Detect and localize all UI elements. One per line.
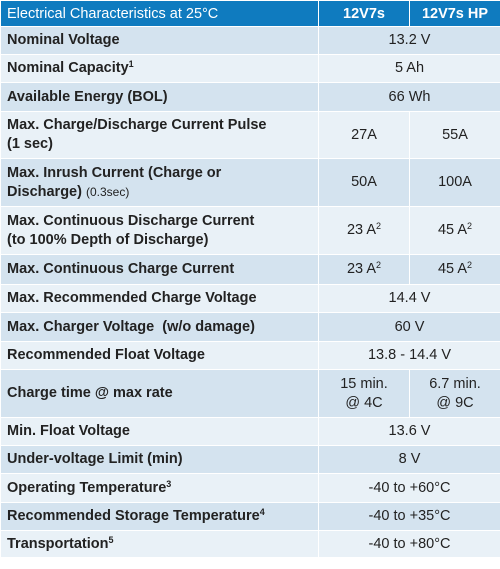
footnote-marker: 3 (166, 478, 172, 489)
footnote-marker: 4 (259, 507, 265, 517)
table-row: Max. Charger Voltage (w/o damage) 60 V (0, 312, 500, 342)
table-row: Recommended Float Voltage 13.8 - 14.4 V (0, 341, 500, 370)
row-value: 14.4 V (318, 284, 500, 313)
table-row: Max. Continuous Discharge Current (to 100… (0, 206, 500, 255)
row-value-12v7s: 50A (318, 158, 410, 207)
row-label: Operating Temperature3 (0, 473, 319, 503)
row-value: 8 V (318, 445, 500, 474)
row-label: Nominal Capacity1 (0, 54, 319, 83)
table-row: Transportation5 -40 to +80°C (0, 530, 500, 558)
row-label: Max. Charger Voltage (w/o damage) (0, 312, 319, 342)
row-value-12v7s: 23 A2 (318, 206, 410, 255)
row-value: 13.8 - 14.4 V (318, 341, 500, 370)
row-value: -40 to +80°C (318, 530, 500, 558)
row-label: Available Energy (BOL) (0, 82, 319, 112)
row-label: Max. Inrush Current (Charge or Discharge)… (0, 158, 319, 207)
row-value-12v7s: 15 min. @ 4C (318, 369, 410, 418)
row-value-12v7s-hp: 6.7 min. @ 9C (409, 369, 500, 418)
row-value-12v7s: 27A (318, 111, 410, 159)
table-row: Max. Continuous Charge Current 23 A2 45 … (0, 254, 500, 285)
footnote-marker: 5 (108, 534, 114, 545)
table-row: Nominal Capacity1 5 Ah (0, 54, 500, 83)
row-value-12v7s-hp: 55A (409, 111, 500, 159)
table-row: Operating Temperature3 -40 to +60°C (0, 473, 500, 503)
row-label: Max. Continuous Charge Current (0, 254, 319, 285)
column-header-12v7s: 12V7s (318, 0, 410, 27)
row-value: 5 Ah (318, 54, 500, 83)
table-header-row: Electrical Characteristics at 25°C 12V7s… (0, 0, 500, 27)
row-label: Max. Continuous Discharge Current (to 100… (0, 206, 319, 255)
row-label: Min. Float Voltage (0, 417, 319, 446)
row-label: Recommended Storage Temperature4 (0, 502, 319, 531)
row-label: Recommended Float Voltage (0, 341, 319, 370)
row-label: Nominal Voltage (0, 26, 319, 55)
footnote-marker: 2 (467, 260, 473, 270)
table-row: Under-voltage Limit (min) 8 V (0, 445, 500, 474)
row-value: -40 to +35°C (318, 502, 500, 531)
row-value: 13.2 V (318, 26, 500, 55)
row-value: 60 V (318, 312, 500, 342)
row-value-12v7s-hp: 100A (409, 158, 500, 207)
table-title: Electrical Characteristics at 25°C (0, 0, 319, 27)
table-row: Nominal Voltage 13.2 V (0, 26, 500, 55)
column-header-12v7s-hp: 12V7s HP (409, 0, 500, 27)
row-note: (0.3sec) (85, 184, 130, 199)
row-value-12v7s-hp: 45 A2 (409, 206, 500, 255)
table-row: Max. Inrush Current (Charge or Discharge)… (0, 158, 500, 207)
footnote-marker: 2 (467, 221, 473, 231)
row-value: 66 Wh (318, 82, 500, 112)
row-label: Charge time @ max rate (0, 369, 319, 418)
row-value-12v7s-hp: 45 A2 (409, 254, 500, 285)
table-row: Recommended Storage Temperature4 -40 to … (0, 502, 500, 531)
table-row: Available Energy (BOL) 66 Wh (0, 82, 500, 112)
row-label: Max. Charge/Discharge Current Pulse (1 se… (0, 111, 319, 159)
row-value: -40 to +60°C (318, 473, 500, 503)
row-value-12v7s: 23 A2 (318, 254, 410, 285)
table-row: Max. Charge/Discharge Current Pulse (1 se… (0, 111, 500, 159)
table-row: Charge time @ max rate 15 min. @ 4C 6.7 m… (0, 369, 500, 418)
row-label: Transportation5 (0, 530, 319, 558)
table-row: Min. Float Voltage 13.6 V (0, 417, 500, 446)
row-value: 13.6 V (318, 417, 500, 446)
footnote-marker: 2 (376, 260, 382, 270)
footnote-marker: 1 (128, 59, 134, 69)
row-label: Under-voltage Limit (min) (0, 445, 319, 474)
row-label: Max. Recommended Charge Voltage (0, 284, 319, 313)
footnote-marker: 2 (376, 221, 382, 231)
table-row: Max. Recommended Charge Voltage 14.4 V (0, 284, 500, 313)
